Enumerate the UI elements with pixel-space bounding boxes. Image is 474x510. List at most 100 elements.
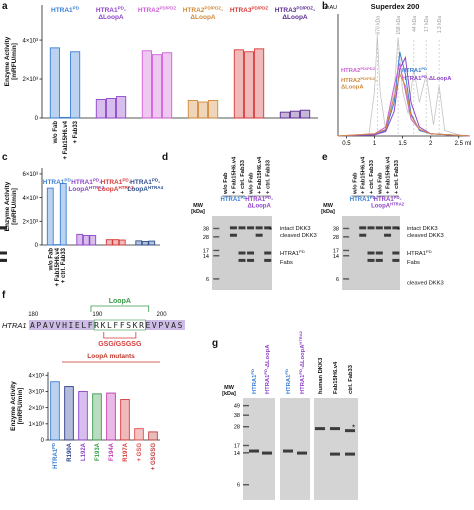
label-text: + GSG xyxy=(137,443,143,462)
ladder-label: 6 xyxy=(206,277,209,283)
label-text: [kDa] xyxy=(191,209,205,215)
y-tick-label: 0 xyxy=(35,243,39,249)
ladder-band xyxy=(243,426,249,427)
band xyxy=(359,234,366,237)
bar xyxy=(93,394,102,440)
bar xyxy=(149,241,155,245)
label-sup: PD xyxy=(73,6,80,11)
ladder-band xyxy=(243,415,249,416)
band xyxy=(384,234,391,237)
ladder-label: 6 xyxy=(336,277,339,283)
label-part: HTRA1 xyxy=(280,251,299,257)
label-text: LoopAHTRA2 xyxy=(371,202,405,210)
y-tick-label: 2×10³ xyxy=(28,406,44,412)
label-part: HTRA2 xyxy=(138,7,160,14)
gel xyxy=(280,398,310,500)
label-text: 1.3 kDa xyxy=(437,16,443,33)
label-text: 158 kDa xyxy=(396,16,402,35)
label: [kDa] xyxy=(222,391,236,397)
ladder-band xyxy=(343,236,349,237)
label-text: [mRFU/min] xyxy=(11,188,18,225)
label-sup: PD xyxy=(51,443,56,449)
label-text: ml xyxy=(465,141,471,147)
label-text: LoopA xyxy=(109,298,131,305)
label-part: ΔLoopA xyxy=(247,204,271,210)
label-text: human DKK3 xyxy=(318,357,324,394)
label-part: F194A xyxy=(109,442,115,461)
band xyxy=(384,226,391,229)
band xyxy=(345,453,355,456)
label: intact DKK3 xyxy=(280,226,311,232)
label-sup: PD xyxy=(426,249,432,254)
label-part: HTRA1 xyxy=(402,76,422,82)
label-part: LoopA xyxy=(127,186,148,193)
label: human DKK3 xyxy=(318,357,324,394)
label-sup: PD xyxy=(299,249,305,254)
label-part: HTRA1 xyxy=(265,374,271,394)
label: 190 xyxy=(92,312,103,318)
ladder-band xyxy=(213,236,219,237)
ladder-band xyxy=(243,452,249,453)
insert-bracket xyxy=(104,332,136,338)
label: w/o Fab xyxy=(377,172,383,195)
band xyxy=(247,252,254,255)
label: d xyxy=(162,152,168,163)
y-tick-label: 0 xyxy=(35,116,39,122)
label-text: HTRA1PD xyxy=(250,369,258,394)
band xyxy=(230,226,237,229)
label-part: - xyxy=(313,7,315,14)
label-text: + Fab15H6.v4 xyxy=(386,156,392,194)
label-sup: HTRA4 xyxy=(148,185,164,190)
label-text: 200 xyxy=(157,312,168,318)
band xyxy=(330,453,340,456)
label: R197A xyxy=(123,442,129,461)
band xyxy=(256,226,263,229)
label-text: + Fab33 xyxy=(73,120,79,143)
label: mAU xyxy=(325,5,337,11)
label: [kDa] xyxy=(321,209,335,215)
label-text: w/o Fab xyxy=(249,172,255,195)
ladder-band xyxy=(243,445,249,446)
x-tick-label: 2 xyxy=(429,141,433,147)
label-text: + ctrl. Fab33 xyxy=(369,159,375,194)
bar xyxy=(188,100,197,118)
label-part: LoopA xyxy=(98,186,119,193)
bar xyxy=(244,52,253,118)
label: HTRA1PD-ΔLoopA xyxy=(96,6,126,21)
label-text: + ctrl. Fab33 xyxy=(240,159,246,194)
sequence-residues: APAVVHIELFRKLFFSKREVPVAS xyxy=(30,321,184,330)
label-text: w/o Fab xyxy=(352,172,358,195)
ladder-band xyxy=(343,228,349,229)
label-text: HTRA3PD/PDZ xyxy=(230,6,269,14)
label-text: R197A xyxy=(123,442,129,461)
band xyxy=(262,452,272,455)
label-text: + Fab15H6.v4 xyxy=(55,247,61,286)
bar xyxy=(121,400,130,440)
ladder-band xyxy=(213,255,219,256)
label: a xyxy=(2,1,8,12)
label-part: ctrl. Fab33 xyxy=(348,364,354,394)
label-text: + Fab15H6.v4 xyxy=(257,156,263,194)
bar xyxy=(255,49,264,118)
label-text: w/o Fab xyxy=(48,248,54,272)
label-text: HTRA1PD xyxy=(51,6,80,14)
label-part: HTRA1 xyxy=(245,197,266,203)
label-text: intact DKK3 xyxy=(280,226,311,232)
ladder-band xyxy=(213,250,219,251)
label: [mRFU/min] xyxy=(11,188,18,225)
label: * xyxy=(397,226,400,235)
label-part: L192A xyxy=(81,442,87,461)
bar xyxy=(280,112,289,118)
y-tick-label: 2×10³ xyxy=(22,77,38,83)
x-tick-label: 2.5 xyxy=(455,141,464,147)
label-part: -ΔLoopA xyxy=(265,344,271,369)
label: HTRA1PD xyxy=(51,6,80,14)
band xyxy=(368,252,375,255)
label-part: - xyxy=(271,197,273,203)
label-text: w/o Fab xyxy=(53,121,59,145)
label-text: HTRA1PD xyxy=(407,249,432,257)
ladder-label: 38 xyxy=(203,226,209,232)
label: 17 kDa xyxy=(424,16,430,32)
label-sup: HTRA2 xyxy=(298,330,303,344)
ladder-label: 28 xyxy=(203,235,209,241)
